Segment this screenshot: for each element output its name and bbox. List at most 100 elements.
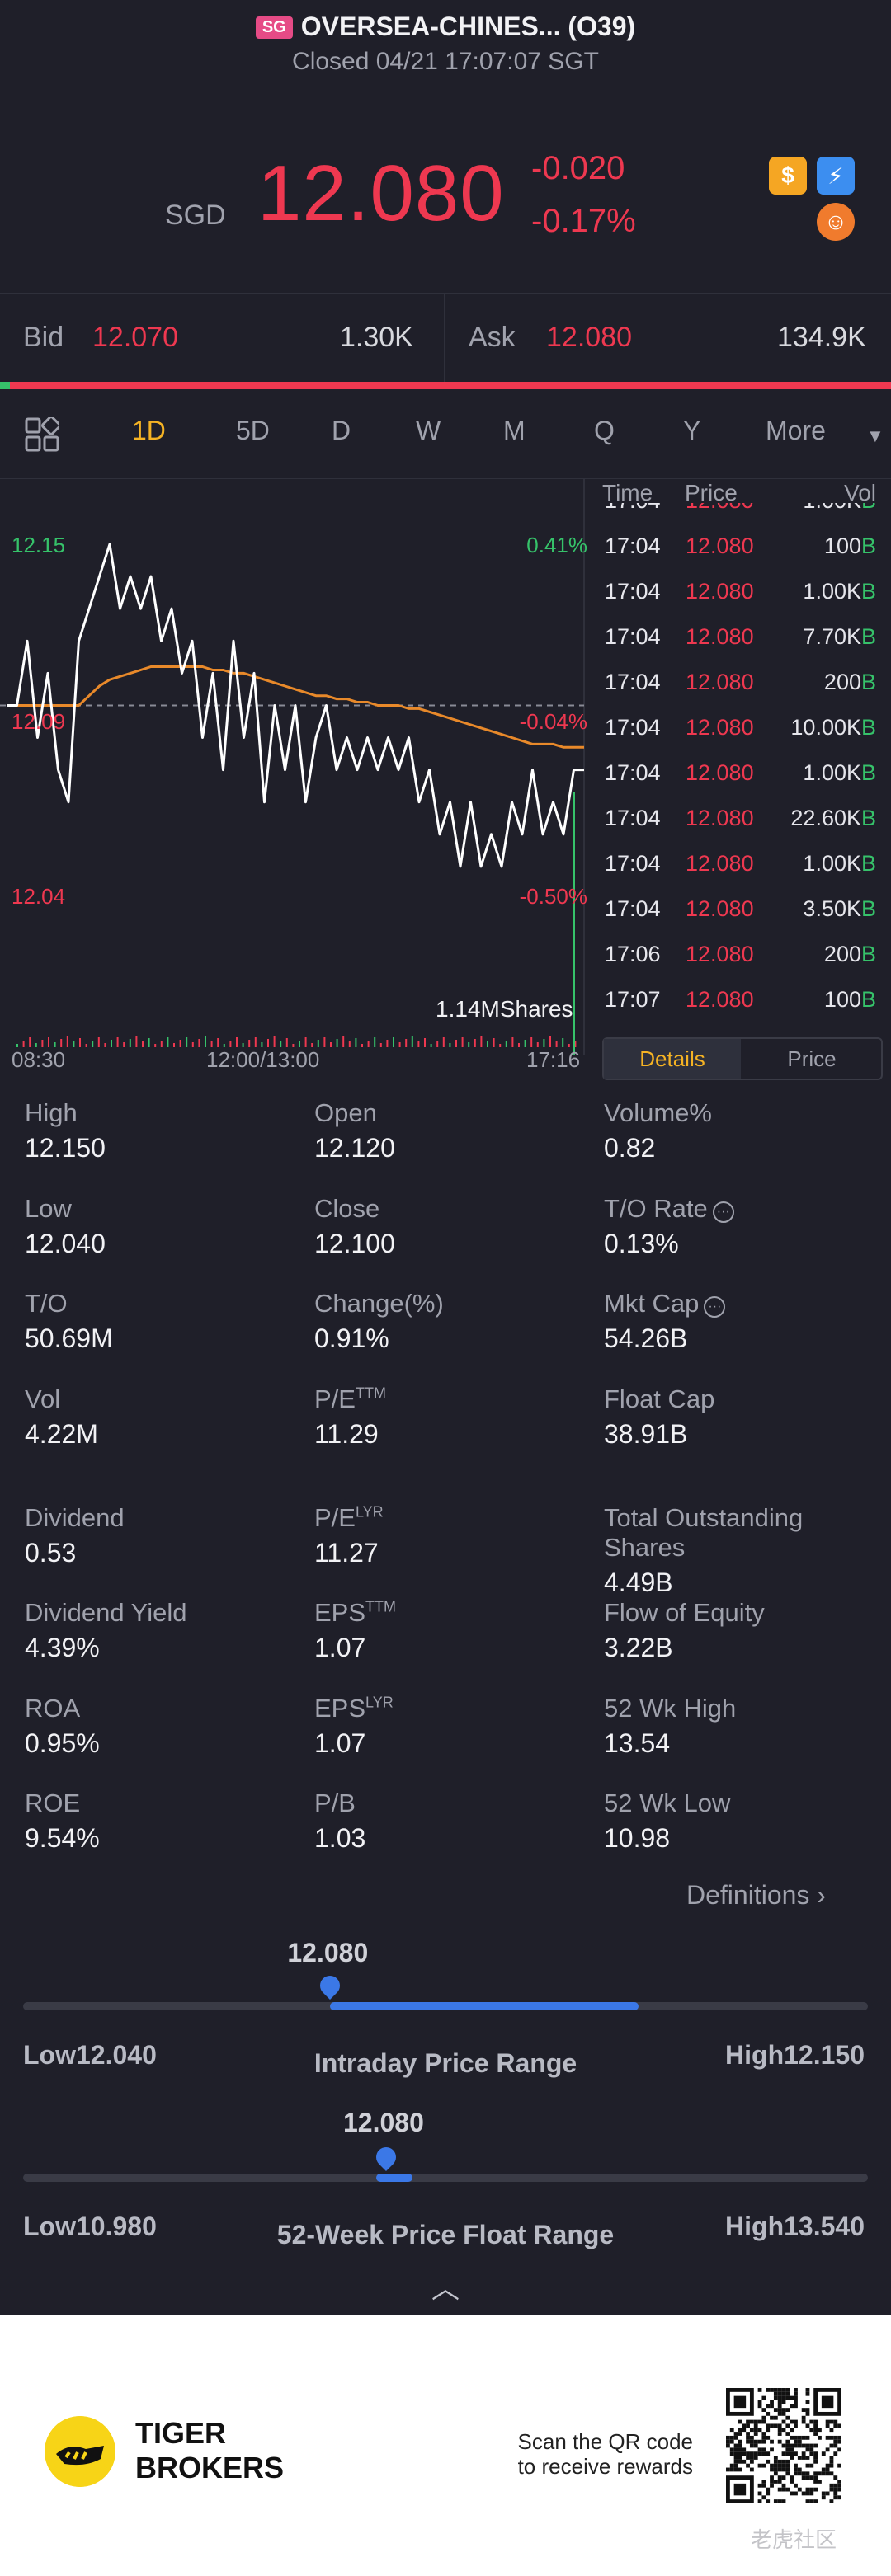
stat-label: Dividend Yield	[25, 1598, 186, 1628]
volume-bar	[323, 1037, 326, 1047]
ts-vol: 1.00KB	[803, 760, 876, 786]
grid-icon[interactable]	[25, 417, 59, 452]
volume-bar	[148, 1038, 150, 1047]
stat-value: 4.49B	[604, 1568, 673, 1597]
stat-label-text: ROA	[25, 1694, 81, 1723]
stock-name: OVERSEA-CHINES... (O39)	[300, 12, 636, 41]
bid-ask-bar	[0, 293, 891, 384]
stat-value: 0.13%	[604, 1229, 679, 1258]
volume-bar	[512, 1037, 514, 1047]
bid-ask-divider	[444, 293, 446, 383]
ts-side: B	[860, 896, 876, 921]
volume-bar	[468, 1042, 470, 1047]
stat-label-text: Low	[25, 1194, 72, 1223]
volume-bar	[430, 1044, 432, 1047]
chevron-down-icon[interactable]: ▼	[866, 425, 884, 446]
volume-bar	[480, 1036, 483, 1047]
definitions-label: Definitions	[686, 1880, 810, 1910]
ts-vol: 200B	[824, 670, 876, 695]
tab-more[interactable]: More	[766, 416, 826, 445]
stat-cell[interactable]: T/O Rate ··· 0.13%	[604, 1194, 734, 1259]
order-ratio-bid-segment	[0, 382, 10, 389]
time-sales-list[interactable]: 17:0412.0801.00KB17:0412.080100B17:0412.…	[602, 503, 883, 1031]
flash-icon[interactable]: ⚡	[817, 157, 855, 195]
toggle-details[interactable]: Details	[604, 1039, 741, 1079]
currency-label: SGD	[165, 200, 226, 231]
y-label-pct-high: 0.41%	[526, 533, 587, 557]
tab-5d[interactable]: 5D	[236, 416, 270, 445]
volume-bar	[97, 1037, 100, 1047]
volume-bar	[173, 1043, 175, 1047]
y-label-pct-low: -0.50%	[520, 884, 587, 909]
ts-vol: 100B	[824, 534, 876, 559]
volume-bar	[22, 1041, 25, 1047]
stat-value: 12.040	[25, 1229, 106, 1258]
stat-label-text: Dividend	[25, 1503, 125, 1532]
stat-label: 52 Wk Low	[604, 1789, 730, 1818]
ts-vol-value: 100	[823, 987, 861, 1012]
volume-bar	[299, 1041, 300, 1047]
ts-row: 17:04 12.080 200B	[602, 670, 883, 715]
info-icon[interactable]: ···	[712, 1201, 734, 1223]
stat-cell: Low 12.040	[25, 1194, 106, 1259]
ts-row: 17:04 12.080 10.00KB	[602, 715, 883, 760]
share-footer	[0, 2315, 891, 2576]
y-label-high: 12.15	[12, 533, 65, 557]
stat-value: 54.26B	[604, 1323, 688, 1353]
ts-row: 17:04 12.080 1.00KB	[602, 503, 883, 534]
reward-icon[interactable]: ☺	[817, 203, 855, 241]
ts-side: B	[861, 503, 876, 513]
tab-1d[interactable]: 1D	[132, 416, 166, 445]
volume-bar	[111, 1040, 112, 1047]
stat-cell[interactable]: Mkt Cap ··· 54.26B	[604, 1289, 726, 1354]
ts-price: 12.080	[686, 579, 754, 604]
dollar-icon[interactable]: $	[769, 157, 807, 195]
toggle-price[interactable]: Price	[787, 1046, 837, 1071]
volume-bar	[198, 1039, 200, 1047]
ts-row: 17:04 12.080 3.50KB	[602, 896, 883, 942]
ts-side: B	[860, 806, 876, 830]
intraday-chart[interactable]: 12.15 12.09 12.04 0.41% -0.04% -0.50%	[0, 478, 594, 1055]
brand-line2: BROKERS	[135, 2451, 285, 2484]
stat-label-text: P/E	[314, 1384, 356, 1413]
y-label-mid: 12.09	[12, 709, 65, 734]
price-line	[7, 543, 584, 868]
stat-label: Open	[314, 1098, 395, 1128]
definitions-link[interactable]: Definitions ›	[686, 1880, 826, 1911]
tab-y[interactable]: Y	[683, 416, 701, 445]
volume-bar	[386, 1040, 389, 1047]
ts-row: 17:04 12.080 100B	[602, 534, 883, 579]
stat-value: 12.150	[25, 1133, 106, 1163]
ts-time: 17:04	[605, 579, 661, 604]
bid-label: Bid	[23, 322, 64, 353]
stat-label: ROE	[25, 1789, 100, 1818]
stat-label: P/B	[314, 1789, 365, 1818]
volume-bar	[242, 1043, 244, 1047]
volume-bar	[568, 1044, 570, 1047]
volume-bar	[223, 1044, 225, 1047]
volume-bar	[474, 1039, 476, 1047]
stock-title[interactable]: SG OVERSEA-CHINES... (O39)	[0, 12, 891, 42]
ts-row: 17:06 12.080 200B	[602, 942, 883, 987]
volume-bar	[167, 1037, 169, 1047]
qr-code[interactable]	[726, 2388, 842, 2503]
chevron-up-icon[interactable]: ︿	[431, 2273, 460, 2305]
tab-d[interactable]: D	[332, 416, 351, 445]
qr-caption-line2: to receive rewards	[517, 2454, 693, 2479]
tab-q[interactable]: Q	[594, 416, 615, 445]
volume-bar	[417, 1041, 420, 1047]
ts-vol-value: 1.00K	[803, 579, 861, 604]
volume-bar	[311, 1043, 314, 1047]
stat-label-text: High	[25, 1098, 78, 1127]
tab-w[interactable]: W	[416, 416, 441, 445]
info-icon[interactable]: ···	[704, 1296, 726, 1318]
market-status: Closed 04/21 17:07:07 SGT	[292, 48, 599, 75]
tab-m[interactable]: M	[503, 416, 526, 445]
ts-price: 12.080	[686, 670, 754, 694]
volume-bar	[393, 1037, 394, 1047]
stat-label-sup: TTM	[365, 1598, 397, 1615]
ts-vol-value: 22.60K	[790, 806, 861, 830]
bid-price: 12.070	[92, 322, 178, 353]
ts-side: B	[860, 670, 876, 694]
ts-vol-value: 200	[823, 942, 861, 966]
